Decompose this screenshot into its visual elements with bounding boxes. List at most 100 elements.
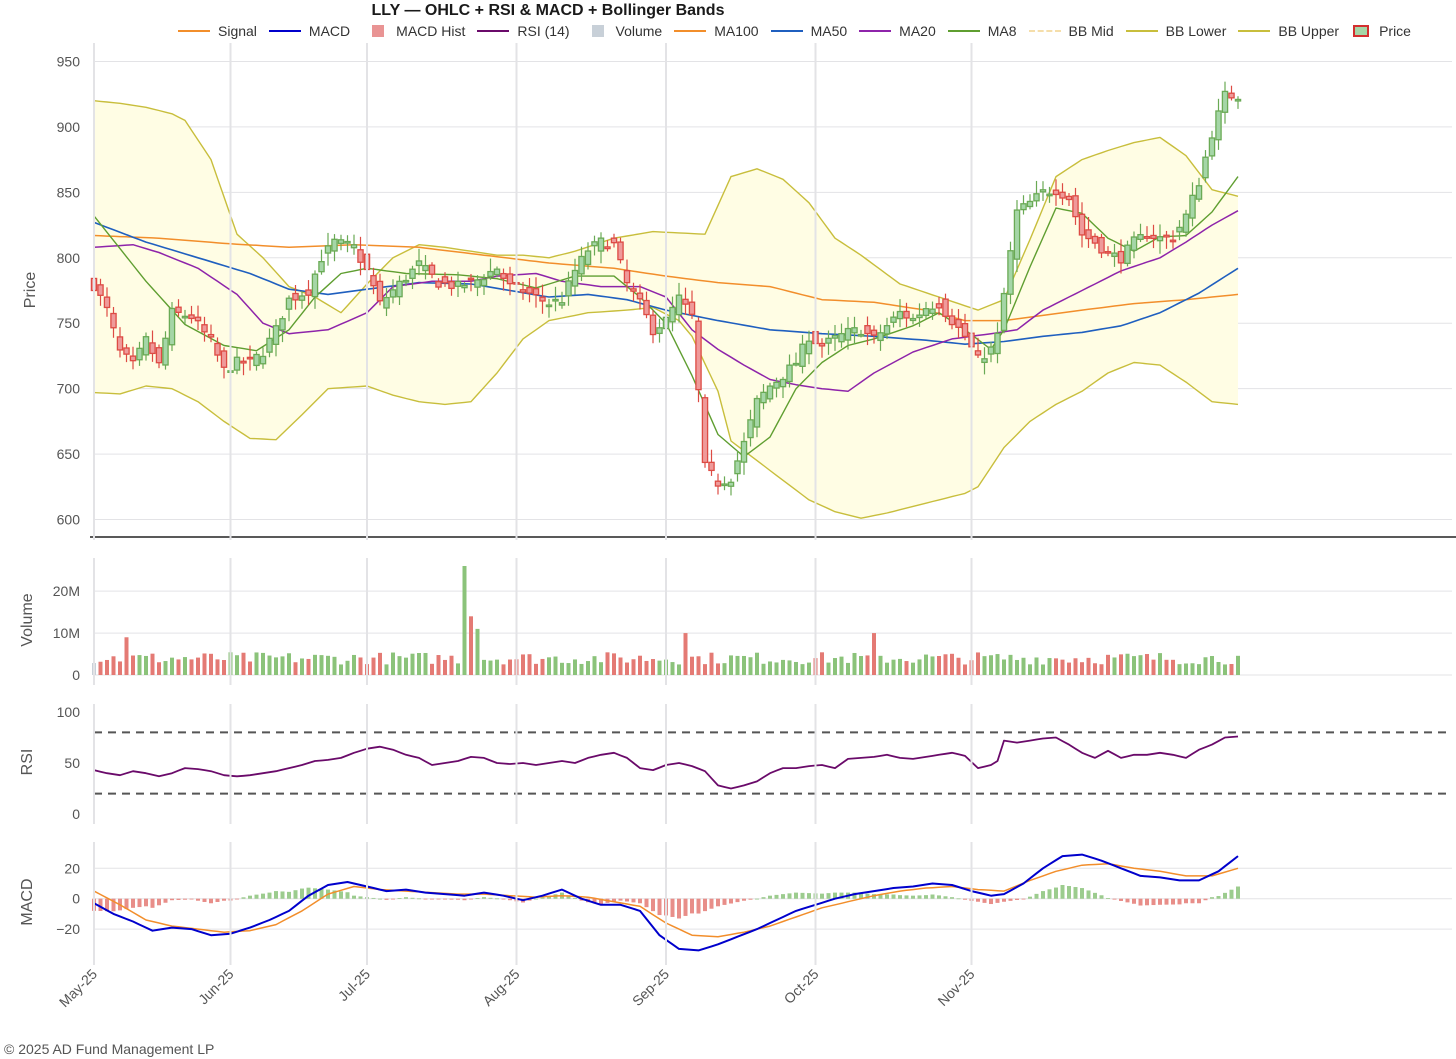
candle-body (1221, 90, 1229, 113)
legend-item-macd-hist[interactable]: MACD Hist (362, 23, 465, 39)
macd-hist-bar (963, 898, 967, 900)
legend-item-bb-upper[interactable]: BB Upper (1238, 23, 1339, 39)
candle-body (324, 245, 332, 254)
volume-bar (326, 655, 330, 675)
volume-bar (956, 657, 961, 675)
volume-bar (170, 657, 174, 675)
macd-hist-bar (482, 897, 486, 899)
macd-hist-bar (1145, 898, 1149, 906)
price-tick-label: 800 (57, 250, 81, 266)
volume-bar (358, 657, 363, 675)
volume-bar (1203, 657, 1208, 675)
macd-hist-bar (781, 894, 785, 899)
volume-bar (1151, 659, 1156, 675)
candle-body (636, 292, 644, 300)
legend-item-volume[interactable]: Volume (582, 23, 662, 39)
volume-bar (989, 655, 993, 675)
macd-hist-bar (189, 898, 194, 900)
macd-hist-bar (709, 898, 714, 909)
candle-body (675, 294, 683, 316)
candle-body (714, 480, 722, 487)
rsi-axis-label: RSI (19, 749, 36, 776)
volume-bar (111, 656, 116, 675)
legend-item-bb-mid[interactable]: BB Mid (1028, 23, 1114, 39)
volume-bar (1002, 659, 1006, 675)
candle-body (1182, 213, 1190, 233)
volume-bar (248, 661, 252, 675)
legend-item-ma50[interactable]: MA50 (770, 23, 847, 39)
price-axis-label: Price (22, 272, 39, 309)
legend-item-rsi[interactable]: RSI (14) (477, 23, 570, 39)
macd-hist-bar (352, 895, 356, 899)
candle-body (669, 306, 676, 323)
candle-body (246, 356, 254, 360)
candle-body (909, 317, 917, 322)
macd-hist-bar (937, 895, 941, 899)
volume-bar (469, 616, 473, 675)
volume-bar (1047, 658, 1052, 675)
candle-body (799, 343, 806, 367)
legend-label: BB Lower (1165, 23, 1227, 39)
volume-bar (781, 659, 785, 675)
candle-body (441, 276, 449, 284)
volume-bar (930, 656, 935, 675)
volume-bar (696, 656, 701, 675)
macd-hist-bar (469, 898, 473, 900)
rsi-tick-label: 50 (64, 755, 80, 771)
macd-hist-bar (293, 890, 298, 899)
legend-item-signal[interactable]: Signal (178, 23, 257, 39)
candle-body (435, 281, 442, 288)
candle-body (454, 280, 462, 287)
legend-item-ma8[interactable]: MA8 (947, 23, 1017, 39)
volume-bar (625, 662, 629, 675)
macd-hist-bar (287, 891, 291, 899)
volume-bar (183, 657, 187, 675)
volume-bar (846, 662, 850, 675)
legend-item-macd[interactable]: MACD (268, 23, 351, 39)
candle-body (610, 237, 618, 244)
macd-hist-bar (501, 898, 506, 900)
candle-body (753, 397, 761, 428)
volume-bar (716, 663, 720, 675)
macd-hist-bar (384, 898, 389, 900)
macd-hist-bar (735, 898, 740, 903)
copyright-footer: © 2025 AD Fund Management LP (4, 1041, 215, 1057)
candle-body (1052, 189, 1060, 196)
macd-hist-bar (1151, 898, 1156, 906)
price-tick-label: 600 (57, 512, 81, 528)
candle-body (857, 333, 865, 337)
volume-bar (488, 660, 493, 675)
candle-body (292, 292, 299, 301)
volume-bar (339, 664, 343, 675)
legend-item-price[interactable]: Price (1351, 23, 1411, 39)
volume-bar (1106, 654, 1110, 675)
volume-bar (306, 658, 311, 675)
legend-item-ma100[interactable]: MA100 (674, 23, 759, 39)
legend-label: MACD (308, 23, 351, 39)
candle-body (1072, 195, 1079, 218)
candle-body (1065, 195, 1073, 201)
x-tick-label: Aug-25 (479, 966, 522, 1009)
macd-hist-bar (313, 888, 317, 899)
volume-bar (209, 653, 213, 675)
macd-hist-bar (1177, 898, 1182, 905)
volume-bar (924, 654, 928, 675)
candle-body (1078, 213, 1086, 236)
macd-hist-bar (378, 898, 382, 900)
candle-body (272, 325, 280, 346)
macd-hist-bar (423, 898, 428, 900)
macd-hist-bar (638, 898, 642, 904)
candle-body (981, 358, 988, 364)
volume-bar (1060, 659, 1065, 675)
volume-bar (709, 652, 714, 675)
volume-bar (384, 664, 389, 675)
macd-hist-bar (722, 898, 727, 905)
legend-item-ma20[interactable]: MA20 (859, 23, 936, 39)
volume-bar (631, 659, 636, 675)
macd-hist-bar (436, 898, 441, 900)
candle-body (903, 310, 910, 319)
candle-body (1169, 239, 1177, 243)
legend-item-bb-lower[interactable]: BB Lower (1125, 23, 1227, 39)
volume-bar (397, 656, 402, 675)
candle-body (890, 316, 897, 323)
